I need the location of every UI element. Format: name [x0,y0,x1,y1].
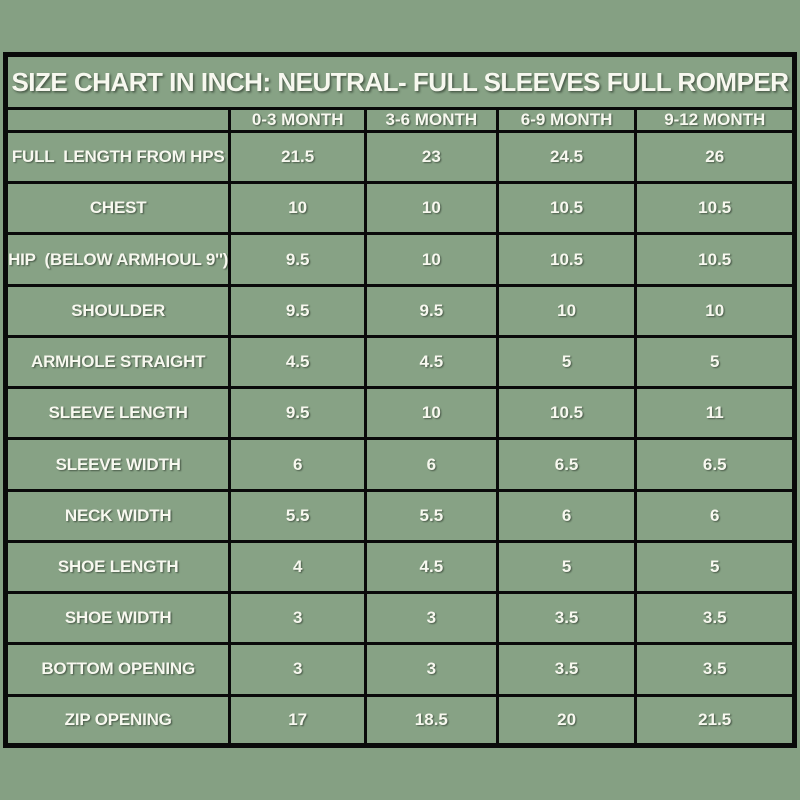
row-label: ZIP OPENING [6,693,232,745]
value-cell: 9.5 [228,283,367,338]
row-label: SLEEVE WIDTH [6,437,232,492]
row-label: SHOULDER [6,283,232,338]
value-cell: 10 [363,181,499,236]
column-header-3-6-month: 3-6 MONTH [363,108,499,133]
table-row: SHOULDER 9.5 9.5 10 10 [6,283,794,338]
value-cell: 4.5 [228,334,367,390]
value-cell: 20 [495,693,638,745]
size-table: 0-3 MONTH 3-6 MONTH 6-9 MONTH 9-12 MONTH… [6,108,794,745]
value-cell: 18.5 [363,693,499,745]
table-row: BOTTOM OPENING 3 3 3.5 3.5 [6,642,794,697]
value-cell: 9.5 [228,232,367,287]
value-cell: 10.5 [495,232,638,287]
table-row: SHOE WIDTH 3 3 3.5 3.5 [6,591,794,646]
value-cell: 3.5 [495,642,638,697]
row-label: NECK WIDTH [6,488,232,543]
table-row: ARMHOLE STRAIGHT 4.5 4.5 5 5 [6,334,794,390]
value-cell: 10 [363,386,499,441]
value-cell: 4.5 [363,334,499,390]
value-cell: 10 [363,232,499,287]
value-cell: 3 [228,642,367,697]
value-cell: 10.5 [495,181,638,236]
value-cell: 6 [363,437,499,492]
value-cell: 9.5 [363,283,499,338]
table-row: FULL LENGTH FROM HPS 21.5 23 24.5 26 [6,129,794,185]
value-cell: 5 [495,539,638,595]
table-row: ZIP OPENING 17 18.5 20 21.5 [6,693,794,745]
value-cell: 10 [634,283,794,338]
value-cell: 9.5 [228,386,367,441]
header-row: 0-3 MONTH 3-6 MONTH 6-9 MONTH 9-12 MONTH [6,108,794,133]
value-cell: 6.5 [495,437,638,492]
value-cell: 10 [228,181,367,236]
value-cell: 24.5 [495,129,638,185]
row-label: BOTTOM OPENING [6,642,232,697]
value-cell: 3 [228,591,367,646]
row-label: SLEEVE LENGTH [6,386,232,441]
value-cell: 21.5 [634,693,794,745]
column-header-9-12-month: 9-12 MONTH [634,108,794,133]
value-cell: 5.5 [228,488,367,543]
value-cell: 6.5 [634,437,794,492]
value-cell: 3.5 [495,591,638,646]
value-cell: 10.5 [634,232,794,287]
value-cell: 3 [363,591,499,646]
value-cell: 17 [228,693,367,745]
value-cell: 10 [495,283,638,338]
table-row: SHOE LENGTH 4 4.5 5 5 [6,539,794,595]
value-cell: 6 [228,437,367,492]
column-header-6-9-month: 6-9 MONTH [495,108,638,133]
row-label: ARMHOLE STRAIGHT [6,334,232,390]
value-cell: 26 [634,129,794,185]
table-row: HIP (BELOW ARMHOUL 9'') 9.5 10 10.5 10.5 [6,232,794,287]
value-cell: 4 [228,539,367,595]
value-cell: 10.5 [495,386,638,441]
table-row: SLEEVE WIDTH 6 6 6.5 6.5 [6,437,794,492]
value-cell: 4.5 [363,539,499,595]
row-label: SHOE LENGTH [6,539,232,595]
value-cell: 5 [495,334,638,390]
value-cell: 21.5 [228,129,367,185]
row-label: CHEST [6,181,232,236]
table-row: CHEST 10 10 10.5 10.5 [6,181,794,236]
size-chart-table-frame: SIZE CHART IN INCH: NEUTRAL- FULL SLEEVE… [3,52,797,748]
column-header-0-3-month: 0-3 MONTH [228,108,367,133]
value-cell: 3.5 [634,642,794,697]
value-cell: 6 [495,488,638,543]
value-cell: 10.5 [634,181,794,236]
corner-cell [6,108,232,133]
value-cell: 3.5 [634,591,794,646]
chart-title: SIZE CHART IN INCH: NEUTRAL- FULL SLEEVE… [8,57,792,110]
value-cell: 6 [634,488,794,543]
table-row: SLEEVE LENGTH 9.5 10 10.5 11 [6,386,794,441]
value-cell: 11 [634,386,794,441]
value-cell: 5 [634,539,794,595]
table-row: NECK WIDTH 5.5 5.5 6 6 [6,488,794,543]
value-cell: 3 [363,642,499,697]
row-label: SHOE WIDTH [6,591,232,646]
row-label: FULL LENGTH FROM HPS [6,129,232,185]
value-cell: 23 [363,129,499,185]
value-cell: 5.5 [363,488,499,543]
row-label: HIP (BELOW ARMHOUL 9'') [6,232,232,287]
value-cell: 5 [634,334,794,390]
